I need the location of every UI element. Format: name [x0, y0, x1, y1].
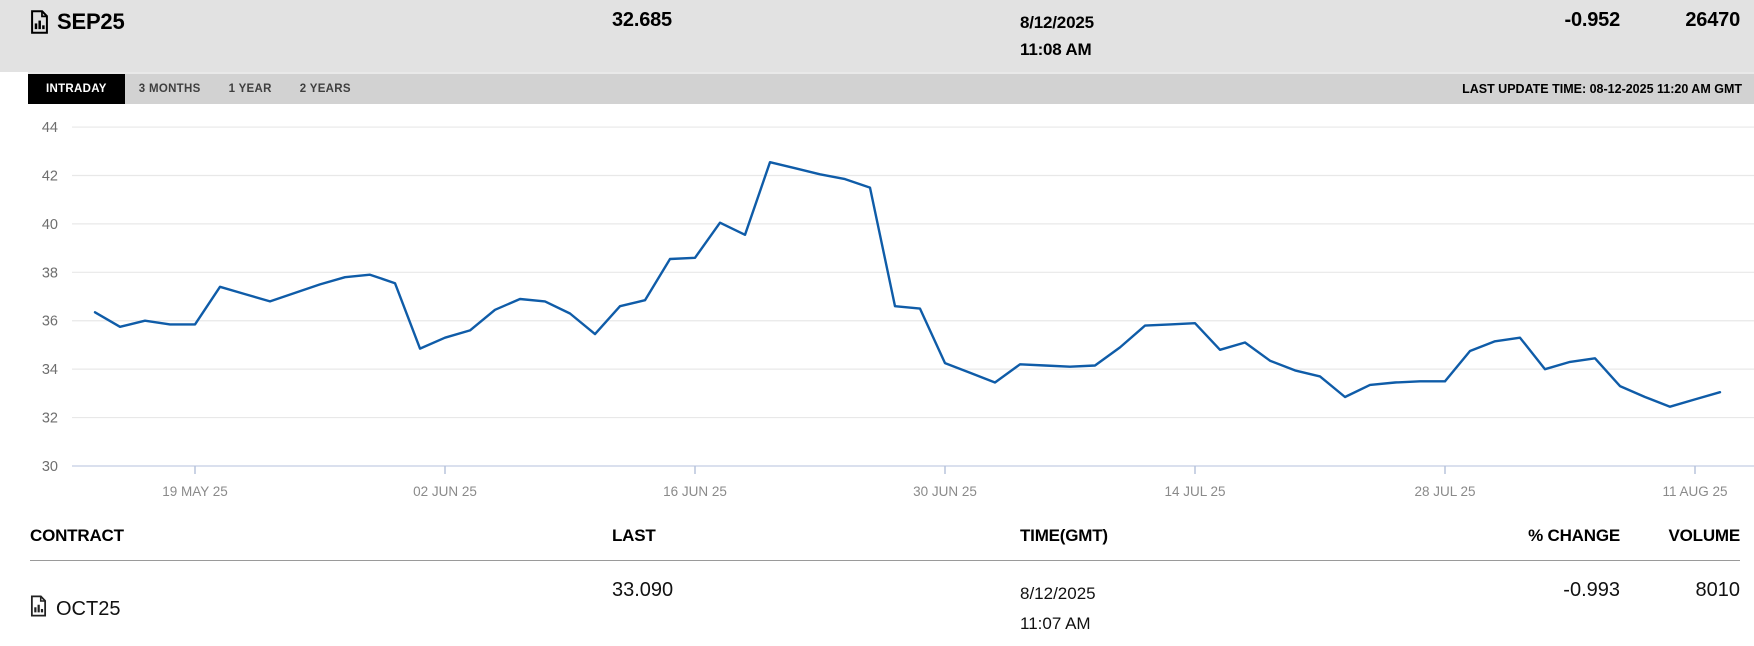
table-divider — [30, 560, 1740, 561]
last-update-time: LAST UPDATE TIME: 08-12-2025 11:20 AM GM… — [1462, 82, 1742, 96]
selected-contract-summary: SEP25 32.685 8/12/2025 11:08 AM -0.952 2… — [0, 0, 1754, 72]
contract-name: SEP25 — [57, 9, 125, 34]
table-header-row: CONTRACT LAST TIME(GMT) % CHANGE VOLUME — [0, 510, 1754, 546]
svg-text:30: 30 — [42, 459, 58, 475]
chart-document-icon — [30, 10, 49, 40]
col-header-contract: CONTRACT — [30, 526, 124, 545]
row-contract-cell[interactable]: OCT25 — [30, 579, 612, 639]
svg-text:14 JUL 25: 14 JUL 25 — [1164, 484, 1225, 499]
row-datetime: 8/12/2025 11:07 AM — [1020, 579, 1520, 639]
last-price: 32.685 — [612, 9, 672, 31]
table-row-oct25[interactable]: OCT25 33.090 8/12/2025 11:07 AM -0.993 8… — [0, 561, 1754, 639]
svg-text:42: 42 — [42, 168, 58, 184]
row-percent-change: -0.993 — [1563, 579, 1620, 601]
row-date: 8/12/2025 — [1020, 584, 1096, 603]
row-last-price: 33.090 — [612, 579, 674, 601]
svg-text:30 JUN 25: 30 JUN 25 — [913, 484, 977, 499]
quote-datetime: 8/12/2025 11:08 AM — [1020, 0, 1520, 72]
chart-range-tabbar: INTRADAY 3 MONTHS 1 YEAR 2 YEARS LAST UP… — [28, 72, 1754, 104]
tab-2-years[interactable]: 2 YEARS — [299, 83, 351, 95]
row-volume: 8010 — [1695, 579, 1741, 601]
tab-3-months[interactable]: 3 MONTHS — [138, 83, 201, 95]
price-line-chart[interactable]: 44 42 40 38 36 34 32 30 19 MAY 25 02 JUN 25 16 JUN… — [0, 104, 1754, 510]
col-header-last: LAST — [612, 526, 656, 545]
quote-time: 11:08 AM — [1020, 40, 1092, 59]
svg-text:44: 44 — [42, 120, 58, 136]
percent-change: -0.952 — [1564, 9, 1620, 31]
svg-text:34: 34 — [42, 362, 58, 378]
svg-text:40: 40 — [42, 217, 58, 233]
svg-text:38: 38 — [42, 265, 58, 281]
svg-text:11 AUG 25: 11 AUG 25 — [1662, 484, 1727, 499]
col-header-volume: VOLUME — [1668, 526, 1740, 545]
contracts-table: CONTRACT LAST TIME(GMT) % CHANGE VOLUME … — [0, 510, 1754, 639]
col-header-pct-change: % CHANGE — [1528, 526, 1620, 545]
volume: 26470 — [1685, 9, 1740, 31]
svg-text:32: 32 — [42, 411, 58, 427]
row-time: 11:07 AM — [1020, 614, 1091, 633]
svg-text:19 MAY 25: 19 MAY 25 — [162, 484, 228, 499]
chart-document-icon — [30, 595, 47, 623]
price-chart-area: 44 42 40 38 36 34 32 30 19 MAY 25 02 JUN 25 16 JUN… — [0, 104, 1754, 510]
col-header-time: TIME(GMT) — [1020, 526, 1108, 545]
svg-text:16 JUN 25: 16 JUN 25 — [663, 484, 727, 499]
row-contract-name: OCT25 — [56, 597, 121, 620]
svg-text:02 JUN 25: 02 JUN 25 — [413, 484, 477, 499]
tab-intraday[interactable]: INTRADAY — [28, 74, 125, 104]
svg-text:36: 36 — [42, 314, 58, 330]
contract-cell: SEP25 — [30, 0, 612, 72]
quote-date: 8/12/2025 — [1020, 13, 1094, 32]
tab-1-year[interactable]: 1 YEAR — [228, 83, 272, 95]
svg-text:28 JUL 25: 28 JUL 25 — [1414, 484, 1475, 499]
